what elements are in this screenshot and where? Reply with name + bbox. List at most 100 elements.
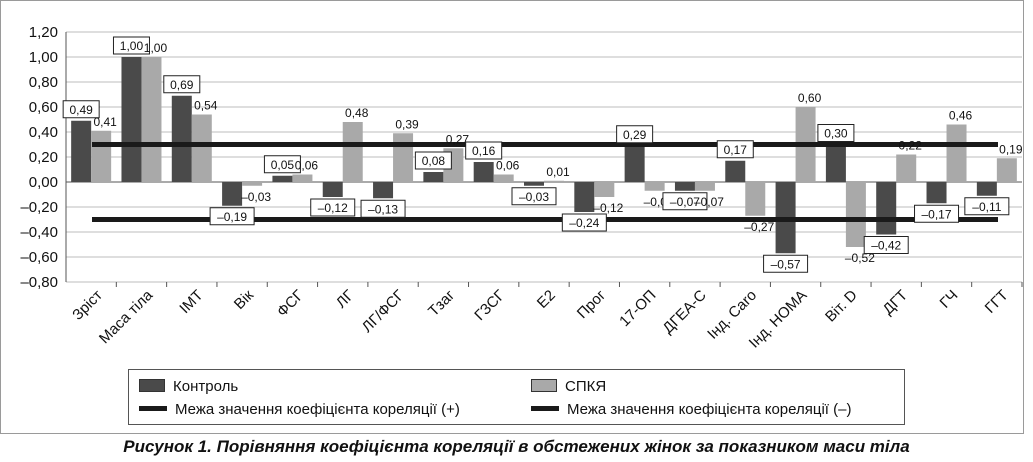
bar-pcos [393, 133, 414, 182]
data-label-control: 0,05 [271, 158, 295, 172]
legend: Контроль СПКЯ Межа значення коефіцієнта … [128, 369, 905, 425]
bar-control [71, 120, 92, 182]
legend-line-minus [531, 406, 559, 411]
legend-item-control: Контроль [139, 378, 238, 396]
y-tick-label: 0,80 [29, 74, 58, 91]
legend-label-line-plus: Межа значення коефіцієнта кореляції (+) [175, 401, 460, 418]
bar-control [423, 172, 444, 182]
x-tick-label: ГГТ [982, 287, 1012, 317]
data-label-box-control [163, 75, 201, 94]
legend-swatch-control [139, 379, 165, 392]
bar-pcos [644, 182, 665, 191]
x-tick-label: Прог [574, 286, 610, 322]
data-label-box-control [863, 236, 909, 254]
x-tick-label: ДГТ [880, 287, 911, 318]
y-tick-label: 0,60 [29, 99, 58, 116]
bar-pcos [493, 174, 514, 182]
bar-control [222, 182, 243, 206]
x-tick-label: Маса тіла [96, 286, 157, 347]
figure-caption: Рисунок 1. Порівняння коефіцієнта кореля… [123, 437, 910, 456]
y-tick-label: –0,60 [20, 249, 58, 266]
data-label-pcos: 0,46 [949, 109, 973, 123]
data-label-box-control [310, 198, 356, 217]
bar-control [473, 162, 494, 182]
bar-pcos [544, 180, 564, 182]
data-label-pcos: –0,52 [845, 251, 875, 265]
legend-label-pcos: СПКЯ [565, 378, 607, 395]
data-label-pcos: 0,01 [546, 165, 570, 179]
data-label-control: 0,30 [824, 127, 848, 141]
data-label-control: –0,57 [771, 257, 801, 271]
data-label-pcos: 1,00 [144, 41, 168, 55]
bar-pcos [946, 124, 967, 182]
data-label-box-control [511, 187, 557, 206]
x-tick-label: Вік [231, 287, 257, 313]
legend-item-pcos: СПКЯ [531, 378, 606, 396]
y-tick-label: –0,40 [20, 224, 58, 241]
bar-control [825, 144, 846, 182]
x-tick-label: Е2 [534, 287, 559, 312]
bar-control [624, 145, 645, 182]
data-label-pcos: 0,27 [446, 132, 470, 146]
legend-item-line-plus: Межа значення коефіцієнта кореляції (+) [139, 401, 460, 419]
bar-pcos [242, 182, 263, 186]
legend-label-line-minus: Межа значення коефіцієнта кореляції (–) [567, 401, 852, 418]
bar-control [171, 95, 192, 182]
y-tick-label: –0,20 [20, 199, 58, 216]
bar-pcos [191, 114, 212, 182]
data-label-pcos: –0,27 [744, 220, 774, 234]
data-label-control: 0,16 [472, 144, 496, 158]
bar-pcos [141, 57, 162, 182]
data-label-pcos: 0,22 [899, 139, 923, 153]
x-tick-label: ГЧ [937, 287, 962, 312]
data-label-pcos: –0,12 [593, 201, 623, 215]
data-label-box-control [414, 151, 452, 170]
data-label-control: –0,12 [318, 201, 348, 215]
data-label-box-control [616, 125, 654, 144]
bar-control [272, 175, 293, 182]
bar-control [725, 160, 746, 182]
x-tick-label: Віт. D [822, 287, 861, 326]
data-label-pcos: 0,48 [345, 106, 369, 120]
data-label-pcos: 0,41 [93, 115, 117, 129]
x-tick-label: ДГЕА-С [659, 287, 709, 337]
x-tick-label: Зріст [69, 287, 106, 324]
bar-pcos [342, 122, 363, 182]
data-label-box-control [662, 192, 708, 211]
data-label-control: 0,49 [69, 103, 93, 117]
y-tick-label: 0,40 [29, 124, 58, 141]
y-tick-label: 1,00 [29, 49, 58, 66]
bar-control [121, 57, 142, 182]
data-label-box-control [817, 124, 855, 142]
bar-control [976, 182, 997, 196]
data-label-control: 0,17 [724, 143, 748, 157]
data-label-box-control [964, 197, 1010, 216]
bar-control [322, 182, 343, 197]
bar-control [674, 182, 695, 191]
bar-control [876, 182, 897, 235]
data-label-box-control [763, 254, 809, 273]
data-label-box-control [209, 207, 255, 226]
bar-chart: 1,20 1,00 0,80 0,60 0,40 0,20 0,00 –0,20 –0,40 –0… [20, 24, 1022, 352]
y-tick-label: –0,80 [20, 274, 58, 291]
data-label-pcos: 0,54 [194, 99, 218, 113]
x-tick-label: ІМТ [176, 287, 206, 317]
y-tick-label: 0,20 [29, 149, 58, 166]
bar-pcos [745, 182, 766, 216]
bar-pcos [896, 154, 917, 182]
bar-pcos [845, 182, 866, 247]
x-tick-label: 17-ОП [616, 287, 659, 330]
x-tick-label: ГЗСГ [471, 287, 508, 324]
data-label-control: –0,17 [922, 207, 952, 221]
legend-label-control: Контроль [173, 378, 239, 395]
data-label-control: –0,24 [569, 216, 599, 230]
bar-pcos [996, 158, 1017, 182]
data-label-control: 1,00 [120, 39, 144, 53]
legend-swatch-pcos [531, 379, 557, 392]
legend-line-plus [139, 406, 167, 411]
data-label-pcos: 0,60 [798, 91, 822, 105]
data-label-control: –0,13 [368, 202, 398, 216]
data-label-pcos: 0,06 [295, 159, 319, 173]
data-label-pcos: 0,39 [395, 117, 419, 131]
data-label-box-control [263, 155, 301, 174]
